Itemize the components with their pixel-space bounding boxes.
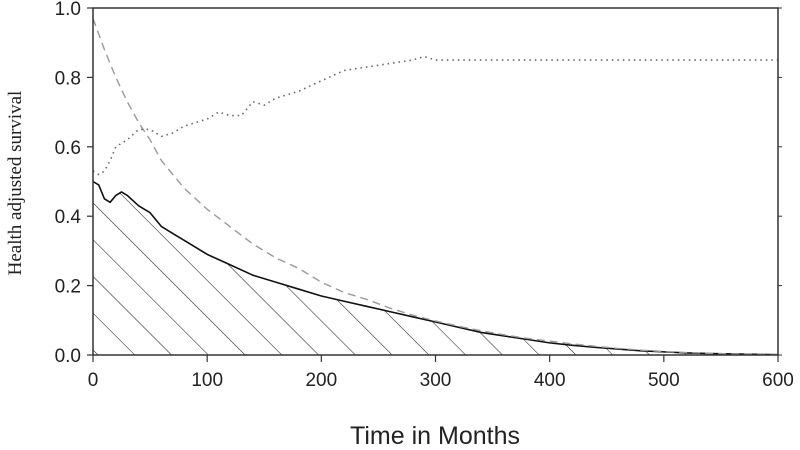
series-dotted-line [93, 55, 778, 176]
series-solid-line [93, 180, 778, 355]
x-tick-label: 400 [534, 370, 566, 391]
x-axis-label: Time in Months [350, 422, 520, 450]
y-tick-label: 0.8 [55, 68, 81, 89]
y-axis-label: Health adjusted survival [5, 91, 26, 276]
y-tick-label: 0.4 [55, 207, 82, 228]
hatched-area [93, 181, 778, 355]
x-tick-label: 200 [305, 370, 337, 391]
x-tick-label: 500 [648, 370, 680, 391]
series-dashed-line [93, 18, 778, 355]
x-tick-label: 100 [191, 370, 223, 391]
y-tick-label: 0.2 [55, 277, 81, 298]
y-tick-label: 0.0 [55, 346, 81, 367]
x-tick-label: 300 [420, 370, 452, 391]
x-tick-label: 600 [762, 370, 794, 391]
x-tick-label: 0 [88, 370, 99, 391]
y-tick-label: 1.0 [55, 0, 81, 20]
y-tick-label: 0.6 [55, 138, 81, 159]
